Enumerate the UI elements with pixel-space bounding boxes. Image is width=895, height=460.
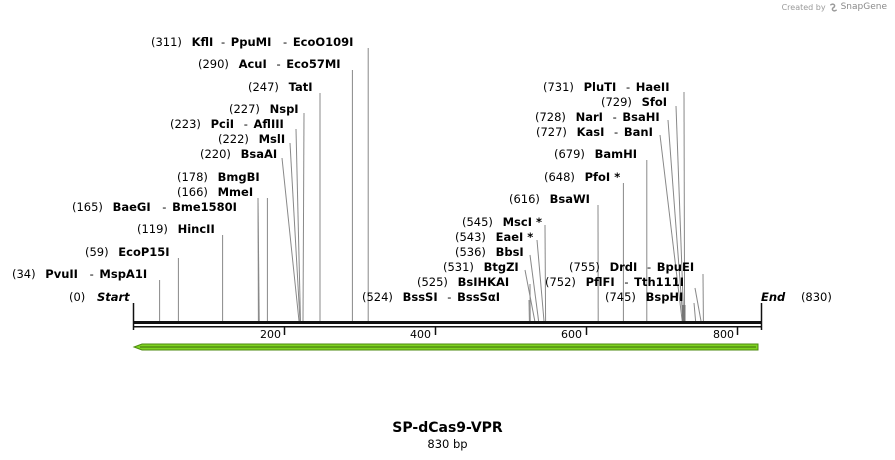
enzyme-site-label[interactable]: (545) MscI * <box>462 215 542 229</box>
enzyme-site-label[interactable]: (648) PfoI * <box>544 170 620 184</box>
cut-site-cluster <box>682 305 686 321</box>
snapgene-logo-icon <box>829 2 837 12</box>
enzyme-site-label[interactable]: (679) BamHI <box>554 147 637 161</box>
start-position: (0) <box>69 290 85 304</box>
leader-lines <box>159 48 704 322</box>
enzyme-site-label[interactable]: (616) BsaWI <box>509 192 590 206</box>
enzyme-site-label[interactable]: (531) BtgZI <box>443 260 519 274</box>
leader-line <box>683 91 686 322</box>
backbone-strand-bottom <box>133 326 762 328</box>
leader-line <box>544 224 547 322</box>
leader-line <box>667 119 684 322</box>
enzyme-site-label[interactable]: (34) PvuII - MspA1I <box>12 267 147 281</box>
leader-line <box>257 197 260 322</box>
scale-tick-label: 800 <box>713 328 734 341</box>
enzyme-site-label[interactable]: (227) NspI <box>229 102 299 116</box>
enzyme-site-label[interactable]: (536) BbsI <box>455 245 524 259</box>
end-label-group: End (830) <box>761 290 832 304</box>
leader-line <box>524 269 536 322</box>
enzyme-site-label[interactable]: (166) MmeI <box>177 185 253 199</box>
leader-line <box>659 134 683 322</box>
enzyme-site-label[interactable]: (311) KflI - PpuMI - EcoO109I <box>151 35 353 49</box>
start-label: Start <box>97 290 130 304</box>
end-position: (830) <box>801 290 832 304</box>
leader-line <box>675 105 685 322</box>
backbone-strand-top <box>133 321 762 324</box>
enzyme-site-label[interactable]: (220) BsaAI <box>200 147 277 161</box>
scale-tick-label: 400 <box>410 328 431 341</box>
end-label: End <box>761 290 786 304</box>
scale-tick-label: 200 <box>260 328 281 341</box>
leader-line <box>289 142 301 322</box>
enzyme-site-label[interactable]: (728) NarI - BsaHI <box>535 110 660 124</box>
enzyme-site-label[interactable]: (731) PluTI - HaeII <box>543 80 670 94</box>
enzyme-site-label[interactable]: (727) KasI - BanI <box>536 125 653 139</box>
enzyme-site-label[interactable]: (222) MslI <box>218 132 285 146</box>
enzyme-site-label[interactable]: (223) PciI - AflIII <box>170 117 284 131</box>
scale-tick-label: 600 <box>561 328 582 341</box>
leader-line <box>529 254 540 322</box>
enzyme-site-label[interactable]: (524) BssSI - BssSαI <box>362 290 500 304</box>
enzyme-site-label[interactable]: (525) BsIHKAI <box>417 275 509 289</box>
leader-line <box>694 287 702 322</box>
enzyme-site-label[interactable]: (119) HincII <box>137 222 215 236</box>
feature-arrow[interactable] <box>132 343 759 351</box>
enzyme-site-label[interactable]: (745) BspHI <box>605 290 683 304</box>
leader-line <box>693 302 697 322</box>
snapgene-watermark: Created by SnapGene <box>782 2 887 12</box>
sequence-backbone <box>132 303 763 335</box>
start-label-group: (0) Start <box>69 290 130 304</box>
leader-line <box>281 157 300 322</box>
map-title: SP-dCas9-VPR <box>392 420 503 436</box>
enzyme-site-label[interactable]: (290) AcuI - Eco57MI <box>198 57 341 71</box>
leader-line <box>295 128 301 322</box>
enzyme-site-label[interactable]: (543) EaeI * <box>455 230 533 244</box>
enzyme-site-label[interactable]: (178) BmgBI <box>177 170 260 184</box>
restriction-map: 200 400 600 800 (0) Start End (830) (311… <box>12 35 832 351</box>
sequence-length: 830 bp <box>427 437 468 451</box>
enzyme-site-label[interactable]: (59) EcoP15I <box>85 245 170 259</box>
enzyme-site-label[interactable]: (165) BaeGI - Bme1580I <box>72 200 237 214</box>
leader-line <box>536 239 545 322</box>
watermark-prefix: Created by <box>781 2 826 12</box>
enzyme-site-label[interactable]: (247) TatI <box>248 80 313 94</box>
enzyme-site-label[interactable]: (752) PflFI - Tth111I <box>545 275 684 289</box>
watermark-brand: SnapGene <box>840 2 887 12</box>
enzyme-site-label[interactable]: (755) DrdI - BpuEI <box>569 260 694 274</box>
enzyme-site-label[interactable]: (729) SfoI <box>601 95 667 109</box>
leader-line <box>302 112 305 322</box>
